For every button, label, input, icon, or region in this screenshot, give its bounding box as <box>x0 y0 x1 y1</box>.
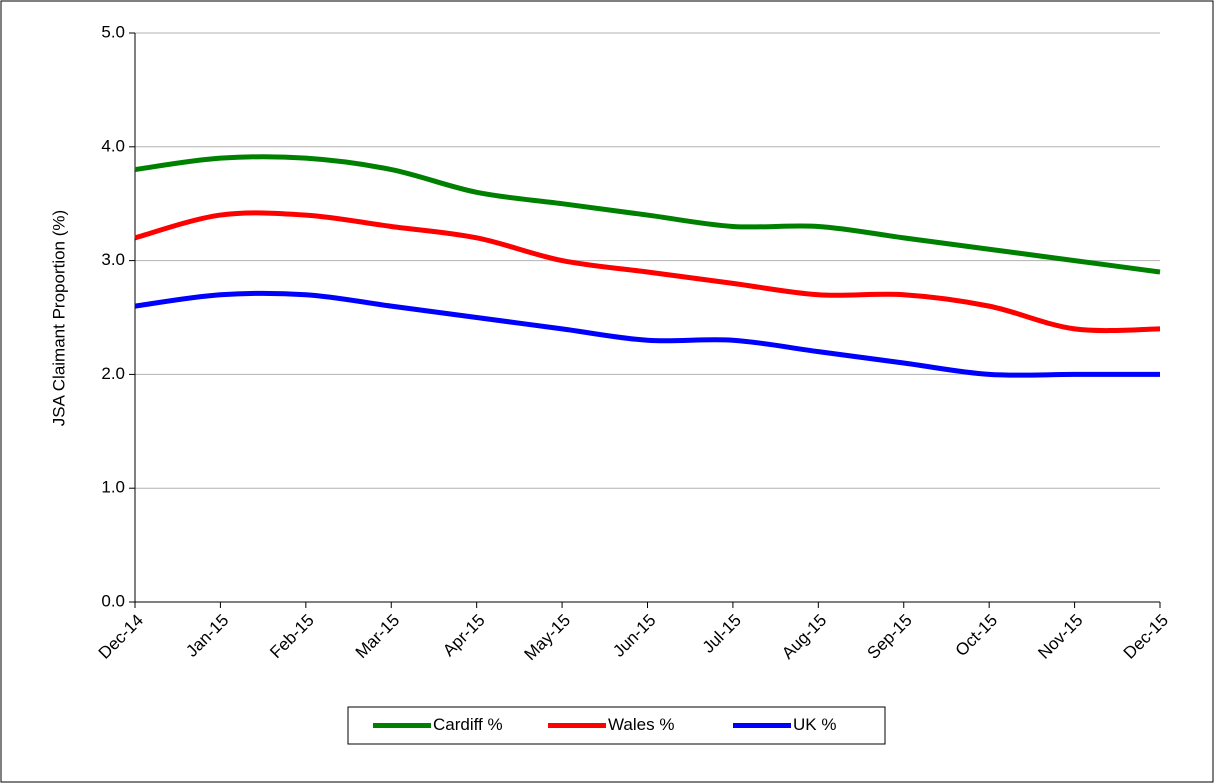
y-tick-label: 5.0 <box>101 22 125 41</box>
legend-box <box>347 706 886 745</box>
series-line <box>134 210 1161 334</box>
legend-label: Wales % <box>608 715 674 734</box>
y-tick-label: 2.0 <box>101 364 125 383</box>
series-line <box>134 154 1161 275</box>
y-axis-label: JSA Claimant Proportion (%) <box>49 210 68 426</box>
series-line <box>134 290 1160 378</box>
y-tick-label: 1.0 <box>101 478 125 497</box>
legend-label: Cardiff % <box>433 715 503 734</box>
y-tick-label: 3.0 <box>101 250 125 269</box>
y-tick-label: 4.0 <box>101 136 125 155</box>
legend-label: UK % <box>793 715 836 734</box>
y-tick-label: 0.0 <box>101 591 125 610</box>
